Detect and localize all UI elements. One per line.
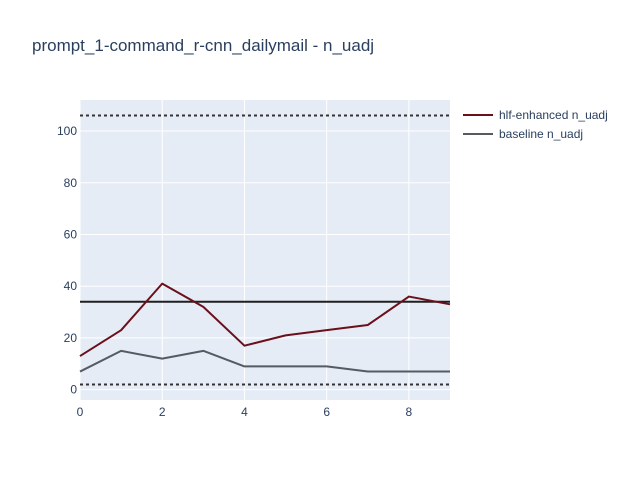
x-tick-label: 0 [77,405,84,419]
series-line-hlf-enhanced [79,282,451,357]
y-tick-label: 40 [64,279,78,293]
x-tick-label: 6 [323,405,330,419]
series-line-baseline [79,349,450,373]
y-tick-label: 80 [64,176,78,190]
y-tick-label: 0 [70,383,77,397]
legend-item[interactable]: baseline n_uadj [463,127,583,141]
series-lines [79,282,451,373]
reference-lines [80,114,450,386]
y-axis-ticks: 0 20 40 60 80 100 [57,124,77,397]
chart-title: prompt_1-command_r-cnn_dailymail - n_uad… [32,36,374,55]
y-tick-label: 20 [64,331,78,345]
x-tick-label: 4 [241,405,248,419]
y-tick-label: 100 [57,124,77,138]
y-tick-label: 60 [64,227,78,241]
grid [79,100,450,400]
plot-area [80,100,450,400]
x-tick-label: 2 [159,405,166,419]
legend-label: baseline n_uadj [499,127,583,141]
legend-label: hlf-enhanced n_uadj [499,108,608,122]
legend-item[interactable]: hlf-enhanced n_uadj [463,108,608,122]
x-tick-label: 8 [406,405,413,419]
x-axis-ticks: 0 2 4 6 8 [77,405,413,419]
legend[interactable]: hlf-enhanced n_uadj baseline n_uadj [463,108,608,141]
